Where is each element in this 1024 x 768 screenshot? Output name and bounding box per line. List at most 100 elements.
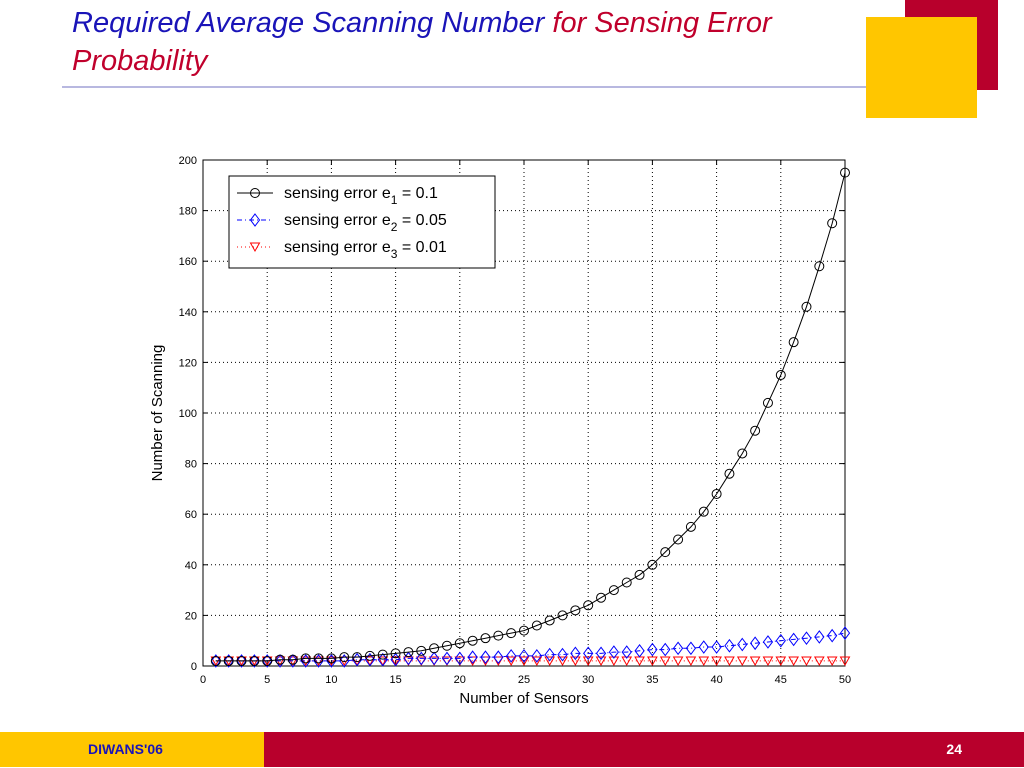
series-2-point	[839, 626, 851, 640]
series-1-point	[673, 534, 684, 545]
series-2-point	[595, 646, 607, 661]
series-2-point	[506, 649, 517, 663]
series-1-point	[429, 643, 440, 654]
series-2-point	[814, 630, 825, 644]
series-2-point	[672, 641, 684, 656]
series-3-point	[672, 656, 684, 666]
series-1-point	[775, 370, 786, 381]
series-1	[210, 167, 850, 666]
x-tick-label: 15	[389, 674, 401, 686]
series-2-point	[827, 628, 838, 643]
series-3-point	[698, 656, 710, 666]
series-1-point	[364, 650, 375, 661]
series-1-point	[210, 655, 221, 666]
y-tick-label: 80	[185, 459, 197, 471]
y-tick-label: 40	[185, 560, 197, 572]
series-3-point	[813, 656, 825, 666]
series-3-point	[518, 656, 530, 666]
series-1-point	[621, 577, 632, 588]
title-underline	[62, 86, 868, 88]
series-1-point	[403, 647, 414, 658]
series-2-point	[236, 654, 247, 668]
series-3-point	[390, 656, 401, 666]
series-3-point	[557, 656, 568, 666]
series-2-point	[801, 631, 812, 646]
series-2-point	[608, 645, 620, 659]
series-1-point	[608, 585, 619, 596]
series-3-point	[724, 656, 735, 666]
series-1-point	[737, 448, 748, 459]
y-tick-label: 120	[179, 357, 197, 369]
legend-marker-2	[249, 213, 261, 227]
series-3-point	[377, 656, 389, 666]
series-1-point	[557, 610, 568, 621]
series-1-point	[840, 167, 850, 178]
series-2-line	[215, 632, 846, 662]
series-1-point	[249, 655, 260, 666]
series-1-point	[454, 638, 465, 649]
series-2-point	[351, 652, 363, 667]
series-2-point	[262, 654, 273, 668]
x-tick-label: 50	[839, 674, 851, 686]
series-2-point	[416, 651, 427, 666]
slide-title-part2: for Sensing Error Probability	[72, 7, 772, 77]
series-2-point	[339, 654, 350, 668]
x-axis-label: Number of Sensors	[459, 690, 588, 707]
series-1-point	[287, 654, 298, 665]
series-2-point	[749, 636, 761, 651]
x-tick-label: 10	[325, 674, 337, 686]
series-1-point	[275, 654, 286, 665]
series-3-point	[505, 656, 517, 666]
series-1-point	[724, 468, 735, 479]
series-1-point	[531, 620, 542, 631]
series-1-point	[467, 635, 478, 646]
series-1-point	[441, 640, 452, 651]
y-tick-label: 60	[185, 509, 197, 521]
series-1-point	[762, 397, 773, 408]
series-3-point	[608, 656, 620, 666]
series-3-point	[595, 656, 607, 666]
series-1-point	[352, 652, 363, 663]
series-2-point	[403, 651, 414, 666]
series-2-point	[390, 652, 401, 667]
series-1-point	[519, 625, 529, 636]
series-1-point	[326, 653, 337, 664]
page-number: 24	[946, 741, 962, 757]
series-1-point	[506, 628, 517, 639]
series-1-point	[300, 653, 311, 664]
series-1-point	[223, 655, 234, 666]
series-1-point	[685, 521, 696, 532]
y-tick-label: 0	[191, 661, 197, 673]
series-1-point	[827, 218, 838, 229]
series-2-point	[441, 651, 453, 666]
series-3-point	[736, 656, 748, 666]
series-1-point	[544, 615, 555, 626]
series-3-point	[647, 656, 658, 666]
series-2-point	[711, 640, 722, 654]
series-3-point	[531, 656, 543, 666]
legend-marker-3	[249, 242, 261, 253]
series-1-point	[814, 261, 825, 272]
series-2-point	[364, 652, 376, 667]
x-tick-label: 40	[710, 674, 722, 686]
series-2-point	[454, 651, 465, 666]
legend-label-1: sensing error e1 = 0.1	[284, 185, 438, 207]
series-1-point	[236, 655, 247, 666]
series-1-point	[634, 569, 645, 580]
series-3-point	[326, 656, 337, 666]
series-2-point	[274, 654, 286, 668]
series-2-point	[223, 654, 234, 668]
series-2-point	[493, 650, 504, 664]
series-1-point	[339, 652, 350, 663]
series-1-point	[390, 648, 401, 659]
x-tick-label: 0	[200, 674, 206, 686]
y-tick-label: 20	[185, 610, 197, 622]
series-1-point	[480, 633, 491, 644]
series-1-point	[313, 653, 324, 664]
decor-yellow-block	[866, 17, 977, 118]
series-2-point	[326, 654, 337, 668]
series-1-point	[493, 630, 504, 641]
series-1-point	[583, 600, 594, 611]
series-1-point	[698, 506, 709, 517]
series-2-point	[621, 645, 632, 659]
